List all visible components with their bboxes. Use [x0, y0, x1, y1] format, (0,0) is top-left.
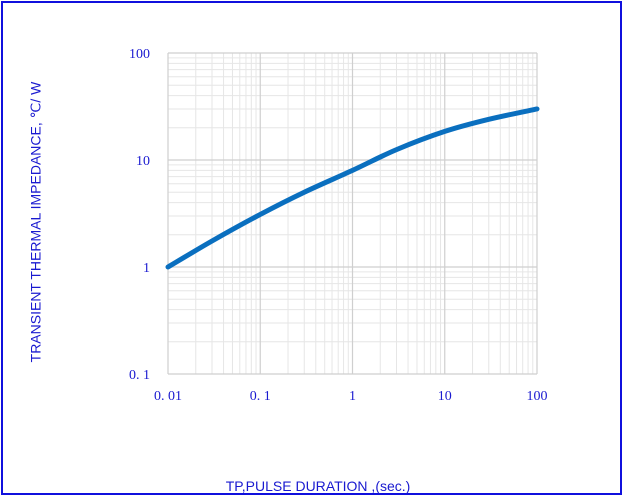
- tick-labels: 0. 01 0. 1 1 10 100 0. 1 1 10 100: [129, 47, 548, 404]
- y-tick-label: 0. 1: [129, 368, 150, 383]
- x-tick-label: 10: [438, 389, 452, 404]
- x-tick-label: 0. 01: [154, 389, 182, 404]
- series-layer: [165, 106, 540, 270]
- y-tick-label: 10: [136, 154, 150, 169]
- x-tick-label: 100: [527, 389, 548, 404]
- x-axis-label: TP,PULSE DURATION ,(sec.): [225, 478, 411, 494]
- x-tick-label: 0. 1: [250, 389, 271, 404]
- y-tick-label: 100: [129, 47, 150, 62]
- y-tick-label: 1: [143, 261, 150, 276]
- x-tick-label: 1: [349, 389, 356, 404]
- series-line: [165, 106, 540, 270]
- grid-lines: [167, 52, 538, 375]
